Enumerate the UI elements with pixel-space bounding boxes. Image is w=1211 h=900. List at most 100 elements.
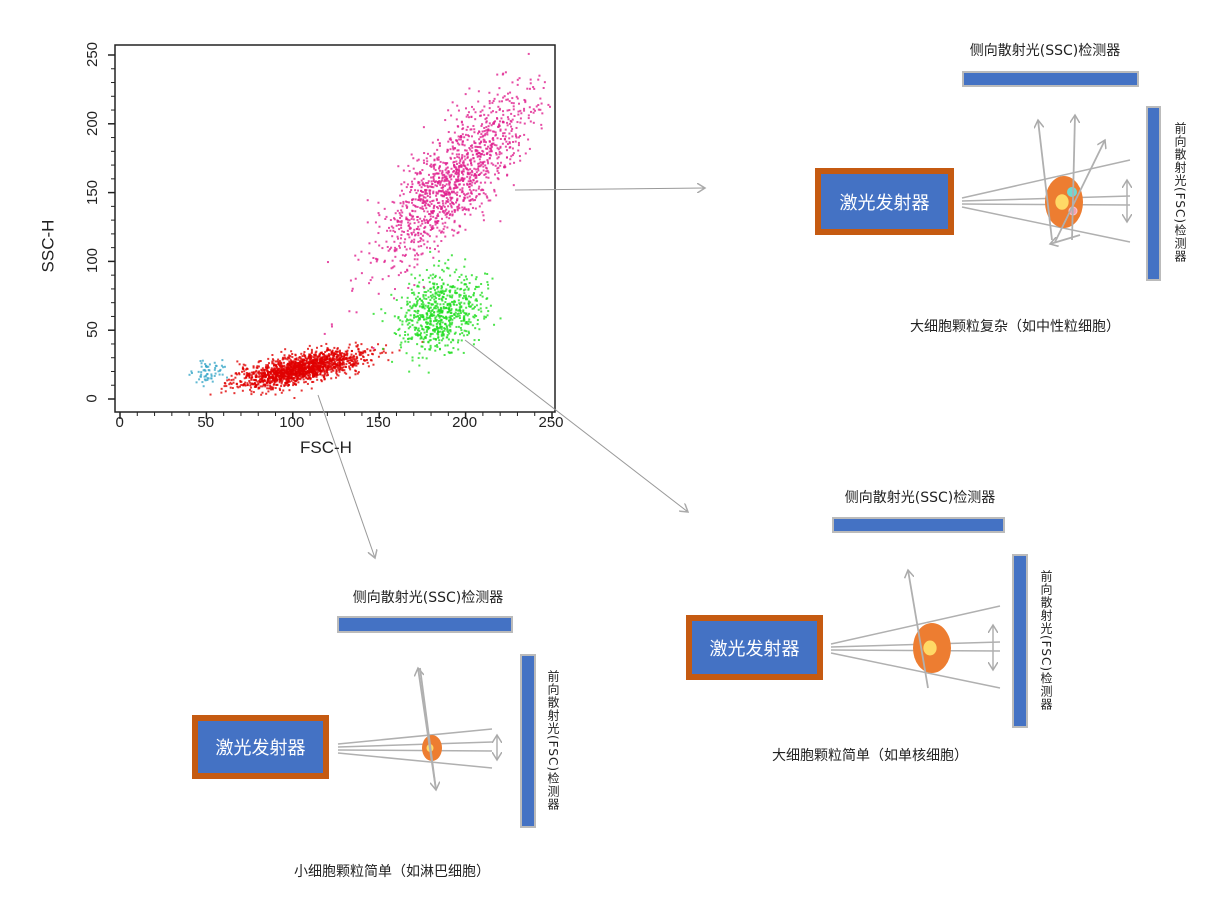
data-point [199,360,202,363]
data-point [466,151,469,154]
data-point [462,309,465,312]
data-point [447,198,450,201]
data-point [250,374,253,377]
data-point [310,357,313,360]
data-point [484,193,487,196]
data-point [280,362,283,365]
data-point [435,194,438,197]
data-point [517,149,520,152]
data-point [489,181,492,184]
data-point [423,348,426,351]
data-point [471,324,474,327]
data-point [458,276,461,279]
data-point [399,202,402,205]
data-point [422,293,425,296]
data-point [403,245,406,248]
data-point [318,354,321,357]
data-point [421,340,424,343]
data-point [473,131,476,134]
data-point [402,200,405,203]
data-point [351,360,354,363]
data-point [200,373,203,376]
data-point [207,369,210,372]
data-point [411,199,414,202]
data-point [204,379,207,382]
data-point [434,184,437,187]
data-point [301,364,304,367]
data-point [460,339,463,342]
data-point [300,358,303,361]
data-point [503,132,506,135]
data-point [400,296,403,299]
data-point [431,308,434,311]
data-point [257,383,260,386]
pointer-arrow [514,188,705,190]
data-point [416,343,419,346]
data-point [419,236,422,239]
x-tick-label: 150 [365,414,391,431]
data-point [487,145,490,148]
data-point [402,169,405,172]
data-point [460,157,463,160]
data-point [210,377,213,380]
data-point [425,157,428,160]
data-point [445,318,448,321]
data-point [241,370,244,373]
data-point [393,249,396,252]
data-point [338,370,341,373]
data-point [300,376,303,379]
data-point [465,128,468,131]
data-point [482,192,485,195]
data-point [420,345,423,348]
data-point [381,347,384,350]
data-point [469,203,472,206]
data-point [199,375,202,378]
data-point [436,310,439,313]
data-point [312,380,315,383]
data-point [458,207,461,210]
data-point [473,167,476,170]
data-point [439,326,442,329]
data-point [423,336,426,339]
data-point [432,172,435,175]
data-point [287,384,290,387]
data-point [469,148,472,151]
data-point [455,169,458,172]
data-point [485,121,488,124]
data-point [411,336,414,339]
data-point [335,350,338,353]
data-point [297,368,300,371]
data-point [457,173,460,176]
data-point [424,204,427,207]
data-point [497,105,500,108]
data-point [308,360,311,363]
data-point [225,385,228,388]
data-point [499,164,502,167]
data-point [512,108,515,111]
data-point [443,205,446,208]
data-point [347,359,350,362]
fsc-detector-bar [520,654,536,828]
data-point [451,321,454,324]
data-point [298,368,301,371]
data-point [421,252,424,255]
data-point [308,353,311,356]
data-point [338,369,341,372]
data-point [480,114,483,117]
data-point [487,129,490,132]
data-point [404,238,407,241]
data-point [290,363,293,366]
data-point [384,217,387,220]
data-point [314,364,317,367]
data-point [197,370,200,373]
data-point [436,244,439,247]
data-point [273,380,276,383]
data-point [405,206,408,209]
data-point [473,140,476,143]
data-point [460,165,463,168]
data-point [441,268,444,271]
data-point [447,109,450,112]
data-point [289,369,292,372]
data-point [311,363,314,366]
data-point [542,86,545,89]
